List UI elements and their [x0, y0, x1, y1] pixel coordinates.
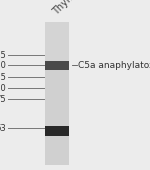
Bar [45, 22, 69, 165]
Text: C5a anaphylatoxin: C5a anaphylatoxin [78, 61, 150, 70]
Text: 100: 100 [0, 84, 6, 93]
Bar [45, 61, 69, 70]
Bar [45, 126, 69, 136]
Bar [45, 22, 69, 65]
Text: 135: 135 [0, 73, 6, 82]
Text: 180: 180 [0, 61, 6, 70]
Text: Thymus: Thymus [51, 0, 85, 17]
Text: 63: 63 [0, 124, 6, 133]
Text: 245: 245 [0, 51, 6, 60]
Text: 75: 75 [0, 95, 6, 104]
